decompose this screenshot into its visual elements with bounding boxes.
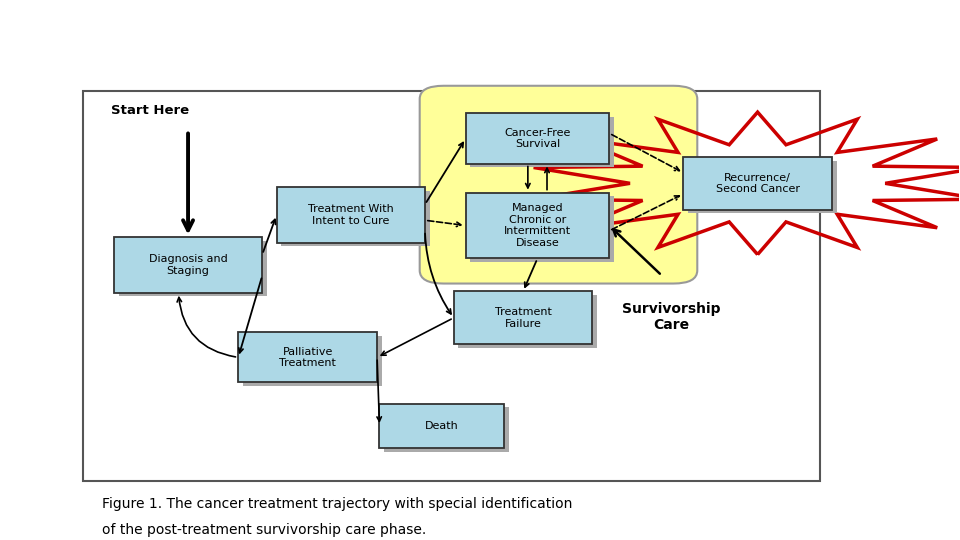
Text: Death: Death [425, 421, 459, 431]
Text: of the post-treatment survivorship care phase.: of the post-treatment survivorship care … [102, 523, 426, 537]
Text: Treatment
Failure: Treatment Failure [494, 307, 551, 329]
Text: Cancer-Free
Survival: Cancer-Free Survival [504, 127, 570, 149]
Bar [688, 161, 836, 213]
Bar [466, 193, 610, 259]
Bar [281, 191, 430, 246]
Bar [459, 295, 597, 348]
Text: Diagnosis and
Staging: Diagnosis and Staging [149, 254, 228, 276]
Bar [243, 336, 382, 386]
FancyBboxPatch shape [420, 86, 697, 284]
Text: Recurrence/
Second Cancer: Recurrence/ Second Cancer [715, 173, 800, 194]
Bar [83, 91, 820, 481]
Bar [114, 238, 262, 293]
Text: Figure 1. The cancer treatment trajectory with special identification: Figure 1. The cancer treatment trajector… [102, 497, 572, 511]
Text: Survivorship
Care: Survivorship Care [622, 302, 721, 332]
Text: Managed
Chronic or
Intermittent
Disease: Managed Chronic or Intermittent Disease [504, 203, 571, 248]
Bar [684, 157, 831, 210]
Bar [379, 403, 504, 448]
Bar [276, 187, 425, 242]
Bar [384, 407, 509, 452]
Bar [470, 196, 614, 262]
Text: Treatment With
Intent to Cure: Treatment With Intent to Cure [308, 204, 394, 226]
Text: Start Here: Start Here [110, 104, 189, 117]
Text: Palliative
Treatment: Palliative Treatment [279, 347, 336, 368]
Bar [119, 241, 267, 296]
Bar [454, 292, 592, 344]
Bar [466, 113, 610, 164]
Bar [238, 332, 377, 382]
Bar [470, 117, 614, 167]
